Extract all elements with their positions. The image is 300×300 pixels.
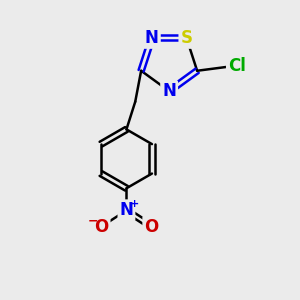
Text: N: N: [145, 29, 159, 47]
Text: S: S: [180, 29, 192, 47]
Text: O: O: [144, 218, 159, 236]
Text: N: N: [162, 82, 176, 100]
Text: −: −: [87, 215, 98, 228]
Text: O: O: [94, 218, 109, 236]
Text: N: N: [119, 201, 134, 219]
Text: Cl: Cl: [228, 57, 246, 75]
Text: +: +: [130, 199, 139, 209]
